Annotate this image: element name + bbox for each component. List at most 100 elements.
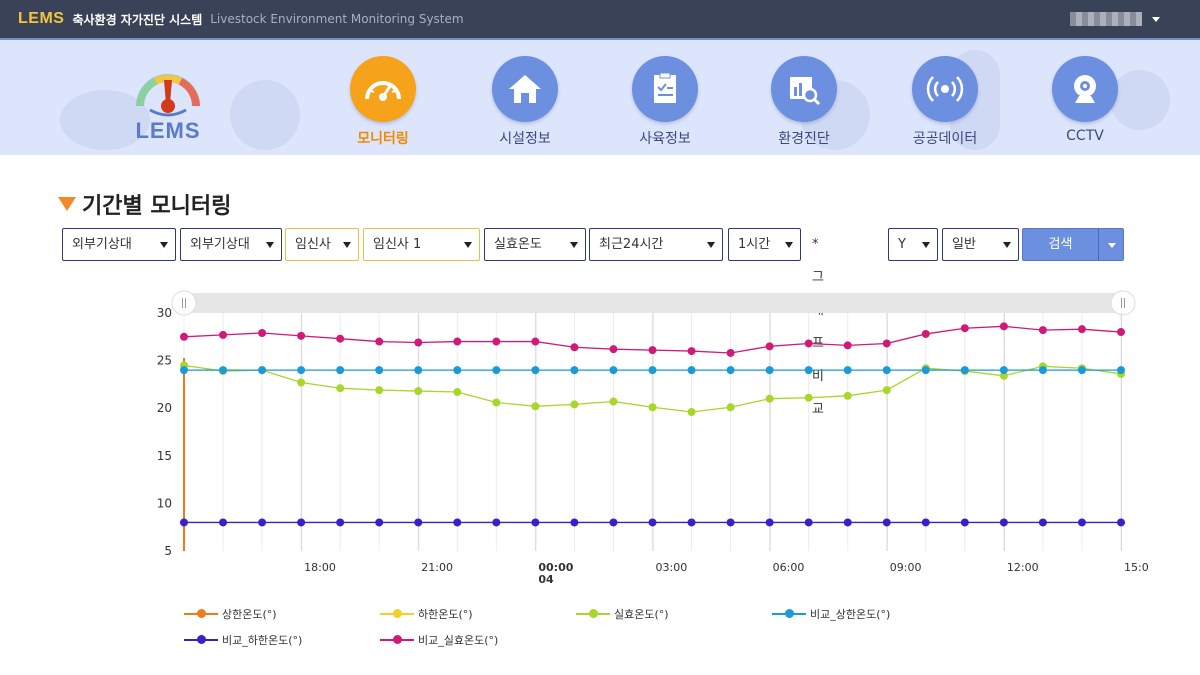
series-point[interactable]: [414, 338, 423, 347]
series-point[interactable]: [843, 366, 852, 375]
series-point[interactable]: [375, 386, 384, 395]
series-point[interactable]: [765, 518, 774, 527]
legend-item[interactable]: 하한온도(°): [380, 606, 473, 622]
barn-type-select[interactable]: 임신사: [285, 228, 359, 261]
series-point[interactable]: [570, 343, 579, 352]
series-point[interactable]: [960, 324, 969, 333]
nav-label[interactable]: 시설정보: [499, 131, 551, 147]
nav-cctv[interactable]: CCTV: [1030, 56, 1140, 144]
sensor-select[interactable]: 실효온도: [484, 228, 586, 261]
series-point[interactable]: [297, 331, 306, 340]
nav-circle[interactable]: [492, 56, 558, 122]
series-point[interactable]: [960, 518, 969, 527]
nav-label[interactable]: 모니터링: [357, 131, 409, 147]
series-point[interactable]: [453, 518, 462, 527]
nav-label[interactable]: 환경진단: [778, 131, 830, 147]
series-point[interactable]: [258, 518, 267, 527]
interval-select[interactable]: 1시간: [728, 228, 801, 261]
series-point[interactable]: [258, 366, 267, 375]
series-point[interactable]: [492, 337, 501, 346]
series-point[interactable]: [1117, 328, 1125, 337]
nav-label[interactable]: 사육정보: [639, 131, 691, 147]
series-point[interactable]: [921, 329, 930, 338]
period-select[interactable]: 최근24시간: [589, 228, 723, 261]
series-point[interactable]: [609, 345, 618, 354]
series-point[interactable]: [453, 366, 462, 375]
brand-logo-text[interactable]: LEMS: [18, 10, 65, 27]
search-options-toggle[interactable]: [1098, 228, 1124, 261]
legend-item[interactable]: 비교_하한온도(°): [184, 632, 302, 648]
series-point[interactable]: [1117, 518, 1125, 527]
series-point[interactable]: [219, 518, 228, 527]
series-point[interactable]: [999, 322, 1008, 331]
series-point[interactable]: [336, 334, 345, 343]
zoom-scroller-track[interactable]: [184, 293, 1129, 313]
series-point[interactable]: [804, 393, 813, 402]
series-point[interactable]: [297, 378, 306, 387]
series-point[interactable]: [999, 371, 1008, 380]
series-point[interactable]: [765, 366, 774, 375]
series-point[interactable]: [180, 366, 188, 375]
farm-type-select[interactable]: 외부기상대: [62, 228, 176, 261]
series-point[interactable]: [297, 366, 306, 375]
series-point[interactable]: [492, 366, 501, 375]
series-point[interactable]: [765, 394, 774, 403]
series-point[interactable]: [687, 347, 696, 356]
series-point[interactable]: [648, 346, 657, 355]
series-point[interactable]: [726, 518, 735, 527]
series-point[interactable]: [180, 332, 188, 341]
series-point[interactable]: [921, 518, 930, 527]
nav-circle[interactable]: [912, 56, 978, 122]
series-point[interactable]: [843, 518, 852, 527]
series-point[interactable]: [1077, 325, 1086, 334]
series-point[interactable]: [921, 366, 930, 375]
graph-compare-select[interactable]: Y: [888, 228, 938, 261]
series-point[interactable]: [570, 366, 579, 375]
legend-item[interactable]: 실효온도(°): [576, 606, 669, 622]
series-point[interactable]: [492, 398, 501, 407]
series-point[interactable]: [414, 366, 423, 375]
series-point[interactable]: [1038, 518, 1047, 527]
series-point[interactable]: [219, 330, 228, 339]
series-point[interactable]: [726, 403, 735, 412]
series-point[interactable]: [1117, 366, 1125, 375]
series-point[interactable]: [804, 366, 813, 375]
series-point[interactable]: [1077, 518, 1086, 527]
nav-breeding-info[interactable]: 사육정보: [610, 56, 720, 148]
series-point[interactable]: [999, 518, 1008, 527]
series-point[interactable]: [882, 518, 891, 527]
farm-select[interactable]: 외부기상대: [180, 228, 282, 261]
nav-circle[interactable]: [632, 56, 698, 122]
mode-select[interactable]: 일반: [942, 228, 1019, 261]
series-point[interactable]: [843, 341, 852, 350]
series-point[interactable]: [804, 518, 813, 527]
series-point[interactable]: [882, 366, 891, 375]
series-point[interactable]: [1038, 326, 1047, 335]
nav-environment-diagnosis[interactable]: 환경진단: [749, 56, 859, 148]
series-point[interactable]: [648, 518, 657, 527]
nav-circle[interactable]: [1052, 56, 1118, 122]
series-point[interactable]: [765, 342, 774, 351]
series-point[interactable]: [882, 386, 891, 395]
series-point[interactable]: [648, 366, 657, 375]
zoom-handle-left[interactable]: [171, 290, 197, 316]
series-point[interactable]: [531, 366, 540, 375]
series-point[interactable]: [453, 337, 462, 346]
series-point[interactable]: [726, 366, 735, 375]
legend-item[interactable]: 비교_실효온도(°): [380, 632, 498, 648]
series-point[interactable]: [531, 402, 540, 411]
series-point[interactable]: [570, 400, 579, 409]
series-point[interactable]: [180, 518, 188, 527]
nav-label[interactable]: CCTV: [1066, 128, 1104, 144]
series-point[interactable]: [687, 518, 696, 527]
series-point[interactable]: [414, 387, 423, 396]
series-point[interactable]: [531, 518, 540, 527]
series-point[interactable]: [375, 366, 384, 375]
series-point[interactable]: [726, 348, 735, 357]
search-button[interactable]: 검색: [1022, 228, 1099, 261]
series-point[interactable]: [804, 339, 813, 348]
series-point[interactable]: [336, 518, 345, 527]
series-point[interactable]: [336, 366, 345, 375]
series-point[interactable]: [375, 518, 384, 527]
